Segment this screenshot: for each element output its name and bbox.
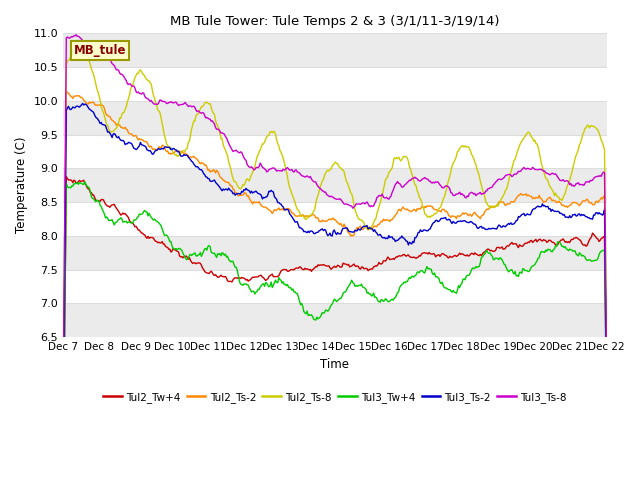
Tul3_Ts-2 xyxy=(384,236,392,241)
Tul3_Ts-2 xyxy=(506,221,513,227)
Tul2_Ts-2 xyxy=(384,217,392,223)
Line: Tul2_Ts-8: Tul2_Ts-8 xyxy=(63,40,607,421)
Bar xyxy=(63,303,607,337)
Tul3_Tw+4 xyxy=(81,179,89,185)
Tul2_Ts-2 xyxy=(603,386,611,392)
Tul3_Ts-2 xyxy=(79,100,86,106)
Tul3_Ts-8 xyxy=(506,172,513,178)
Tul2_Tw+4 xyxy=(319,262,326,268)
Tul2_Ts-8 xyxy=(591,124,598,130)
Tul3_Tw+4 xyxy=(603,425,611,431)
Tul3_Ts-2 xyxy=(591,212,598,218)
Tul2_Ts-2 xyxy=(63,88,70,94)
Tul3_Ts-8 xyxy=(319,188,326,194)
Bar xyxy=(63,101,607,134)
Tul3_Tw+4 xyxy=(384,299,392,304)
Tul3_Ts-2 xyxy=(60,441,67,446)
Y-axis label: Temperature (C): Temperature (C) xyxy=(15,137,28,233)
Tul3_Ts-8 xyxy=(60,404,67,410)
Tul2_Tw+4 xyxy=(603,413,611,419)
Tul2_Tw+4 xyxy=(63,174,70,180)
Tul2_Tw+4 xyxy=(355,264,362,269)
Tul3_Ts-2 xyxy=(355,226,362,232)
Tul3_Tw+4 xyxy=(319,310,326,315)
Tul3_Tw+4 xyxy=(506,268,513,274)
Line: Tul3_Ts-2: Tul3_Ts-2 xyxy=(63,103,607,444)
Tul2_Ts-8 xyxy=(74,37,82,43)
Line: Tul3_Ts-8: Tul3_Ts-8 xyxy=(63,35,607,407)
Tul2_Ts-8 xyxy=(603,357,611,362)
Tul3_Ts-2 xyxy=(603,397,611,403)
Tul2_Ts-8 xyxy=(60,418,67,424)
Tul2_Ts-2 xyxy=(322,218,330,224)
Tul2_Ts-2 xyxy=(319,217,326,223)
Tul3_Ts-8 xyxy=(355,201,362,207)
Tul2_Ts-2 xyxy=(355,226,362,232)
Tul3_Ts-8 xyxy=(322,189,330,195)
Tul2_Ts-8 xyxy=(322,170,330,176)
Tul3_Ts-8 xyxy=(591,174,598,180)
Tul2_Tw+4 xyxy=(506,242,513,248)
Legend: Tul2_Tw+4, Tul2_Ts-2, Tul2_Ts-8, Tul3_Tw+4, Tul3_Ts-2, Tul3_Ts-8: Tul2_Tw+4, Tul2_Ts-2, Tul2_Ts-8, Tul3_Tw… xyxy=(99,388,571,407)
Bar xyxy=(63,236,607,270)
Line: Tul3_Tw+4: Tul3_Tw+4 xyxy=(63,182,607,477)
Tul3_Ts-2 xyxy=(319,226,326,232)
X-axis label: Time: Time xyxy=(321,358,349,371)
Text: MB_tule: MB_tule xyxy=(74,44,127,57)
Tul3_Tw+4 xyxy=(591,258,598,264)
Tul2_Tw+4 xyxy=(384,254,392,260)
Tul3_Ts-8 xyxy=(72,32,80,37)
Tul3_Tw+4 xyxy=(60,474,67,480)
Title: MB Tule Tower: Tule Temps 2 & 3 (3/1/11-3/19/14): MB Tule Tower: Tule Temps 2 & 3 (3/1/11-… xyxy=(170,15,500,28)
Tul3_Tw+4 xyxy=(355,283,362,288)
Line: Tul2_Tw+4: Tul2_Tw+4 xyxy=(63,177,607,476)
Tul2_Tw+4 xyxy=(60,473,67,479)
Tul2_Tw+4 xyxy=(322,263,330,269)
Bar xyxy=(63,33,607,67)
Tul2_Ts-8 xyxy=(319,178,326,184)
Tul2_Ts-8 xyxy=(355,216,362,221)
Bar xyxy=(63,168,607,202)
Tul3_Ts-8 xyxy=(384,196,392,202)
Tul2_Ts-8 xyxy=(506,174,513,180)
Tul2_Ts-2 xyxy=(506,201,513,207)
Tul2_Ts-2 xyxy=(591,202,598,207)
Tul2_Ts-8 xyxy=(384,174,392,180)
Tul3_Ts-2 xyxy=(322,227,330,233)
Tul3_Ts-8 xyxy=(603,370,611,375)
Tul2_Tw+4 xyxy=(591,233,598,239)
Tul3_Tw+4 xyxy=(322,307,330,313)
Tul2_Ts-2 xyxy=(60,432,67,437)
Line: Tul2_Ts-2: Tul2_Ts-2 xyxy=(63,91,607,434)
